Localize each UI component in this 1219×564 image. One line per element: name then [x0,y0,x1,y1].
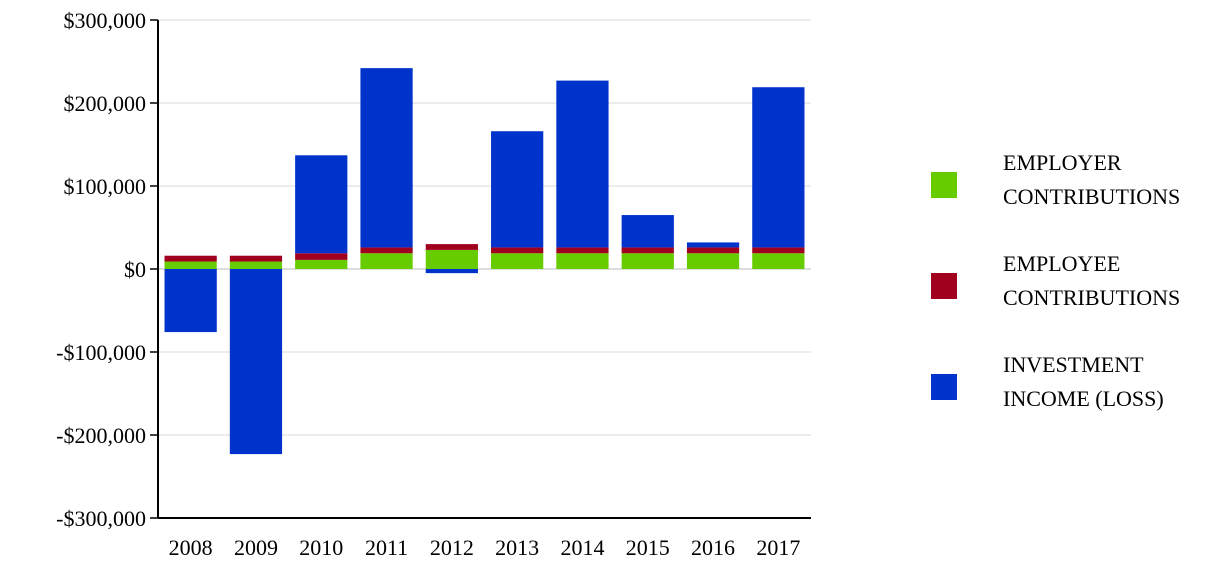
x-tick-label: 2017 [756,535,800,560]
x-tick-label: 2010 [299,535,343,560]
bar-segment-employee-2015 [621,247,674,254]
x-tick-label: 2016 [691,535,735,560]
y-tick-label: $100,000 [64,174,147,199]
bar-segment-investment-2010 [295,155,348,254]
bar-segment-employee-2008 [164,255,217,262]
bar-segment-investment-2008 [164,269,217,333]
legend-swatch [931,172,957,198]
legend-label: EMPLOYER [1003,150,1122,175]
x-tick-label: 2008 [169,535,213,560]
legend-swatch [931,374,957,400]
y-tick-label: -$300,000 [56,506,146,531]
legend-swatch [931,273,957,299]
legend-label: EMPLOYEE [1003,251,1120,276]
bar-segment-employee-2017 [752,247,805,254]
bar-segment-investment-2011 [360,68,413,248]
bar-segment-employee-2012 [425,244,478,250]
y-tick-label: $200,000 [64,91,147,116]
legend-label: INCOME (LOSS) [1003,386,1164,411]
y-tick-label: $0 [124,257,146,282]
x-tick-label: 2014 [560,535,604,560]
bar-segment-employee-2014 [556,247,609,254]
bar-segment-employee-2009 [229,255,283,262]
bar-segment-investment-2013 [491,131,544,248]
x-tick-label: 2013 [495,535,539,560]
y-tick-label: -$200,000 [56,423,146,448]
bar-segment-investment-2014 [556,80,609,248]
x-tick-label: 2011 [365,535,408,560]
bar-segment-employer-2011 [360,253,413,269]
legend: EMPLOYER CONTRIBUTIONS EMPLOYEE CONTRIBUTIO… [931,150,1180,411]
bars [164,68,805,455]
y-tick-label: -$100,000 [56,340,146,365]
bar-segment-employer-2012 [425,249,478,269]
legend-label: CONTRIBUTIONS [1003,285,1180,310]
bar-segment-investment-2016 [686,242,740,248]
bar-segment-employee-2016 [686,247,740,254]
bar-segment-investment-2017 [752,87,805,248]
x-tick-label: 2012 [430,535,474,560]
x-tick-label: 2015 [626,535,670,560]
bar-segment-employer-2010 [295,259,348,269]
bar-segment-employer-2016 [686,253,740,269]
bar-segment-investment-2009 [229,269,283,455]
x-tick-labels: 2008 2009 2010 2011 2012 2013 2014 2015 2016 2017 [169,535,801,560]
bar-segment-employee-2010 [295,253,348,260]
bar-segment-employer-2008 [164,261,217,269]
legend-label: CONTRIBUTIONS [1003,184,1180,209]
bar-segment-employer-2014 [556,253,609,269]
bar-segment-investment-2012 [425,269,478,274]
bar-segment-investment-2015 [621,215,674,248]
y-tick-labels: $300,000 $200,000 $100,000 $0 -$100,000 -$200… [56,8,146,531]
axes [157,20,811,519]
bar-segment-employee-2013 [491,247,544,254]
bar-segment-employer-2017 [752,253,805,269]
x-tick-label: 2009 [234,535,278,560]
legend-label: INVESTMENT [1003,352,1144,377]
y-tick-label: $300,000 [64,8,147,33]
bar-segment-employer-2015 [621,253,674,269]
bar-segment-employer-2009 [229,261,283,269]
bar-segment-employee-2011 [360,247,413,254]
bar-segment-employer-2013 [491,253,544,269]
